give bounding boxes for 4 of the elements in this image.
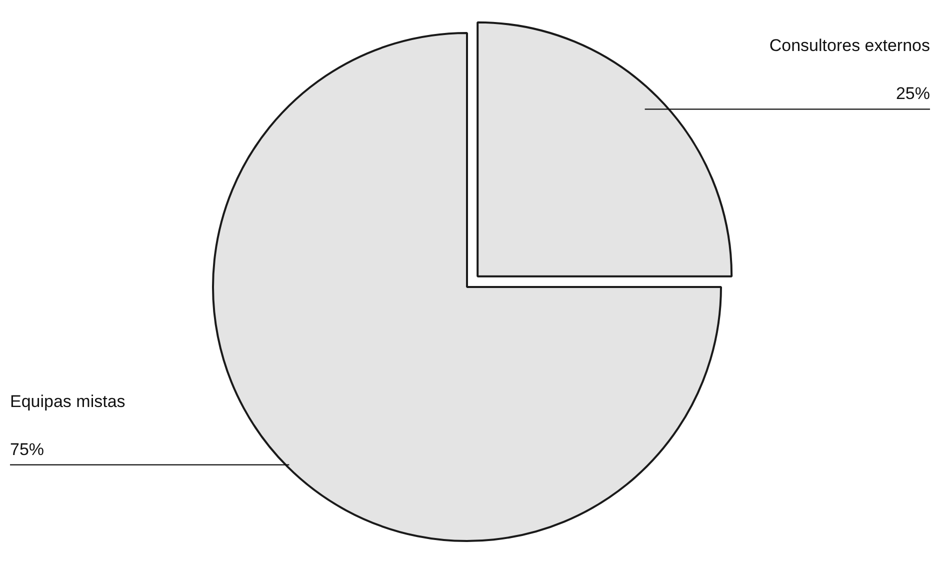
slice-label: Consultores externos bbox=[769, 36, 930, 56]
data-label: 25% bbox=[896, 84, 930, 104]
slice-label: Equipas mistas bbox=[10, 392, 126, 411]
data-label: 75% bbox=[10, 440, 44, 459]
